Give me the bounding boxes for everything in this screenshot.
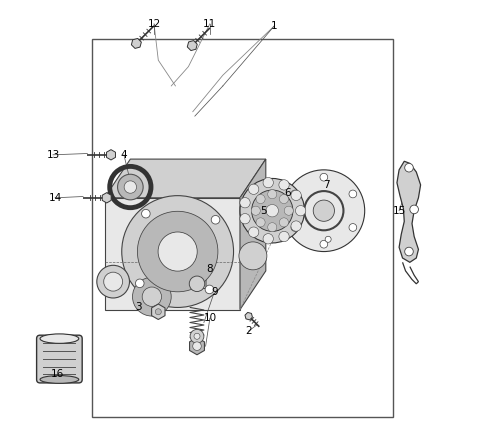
Circle shape [279,231,289,242]
Circle shape [251,206,260,215]
Polygon shape [245,313,252,320]
Text: 2: 2 [245,326,252,336]
Circle shape [296,206,306,216]
Circle shape [320,173,328,181]
Circle shape [320,240,328,248]
Circle shape [252,190,293,231]
Circle shape [189,276,205,292]
Circle shape [268,190,277,199]
Circle shape [410,205,419,214]
Circle shape [142,287,162,306]
Text: 1: 1 [271,21,278,31]
Text: 4: 4 [120,150,127,160]
Circle shape [122,196,234,307]
Text: 6: 6 [284,188,290,199]
Circle shape [283,170,365,252]
Text: 7: 7 [323,180,329,190]
Circle shape [137,211,218,292]
Text: 8: 8 [206,264,213,274]
Circle shape [349,224,357,231]
Polygon shape [105,198,240,310]
Circle shape [313,200,335,221]
Text: 3: 3 [136,302,142,313]
Circle shape [279,218,288,227]
Circle shape [291,190,299,198]
Circle shape [142,209,150,218]
Circle shape [124,181,136,193]
Text: 9: 9 [211,287,217,298]
Circle shape [284,206,293,215]
Circle shape [279,180,289,190]
Circle shape [291,190,301,200]
Circle shape [240,197,250,208]
Polygon shape [107,150,116,160]
Bar [92,39,393,417]
Text: 15: 15 [393,206,406,216]
Polygon shape [240,159,266,310]
Circle shape [249,227,259,237]
Circle shape [256,218,265,227]
Ellipse shape [40,334,79,343]
Text: 5: 5 [260,206,267,216]
Circle shape [349,190,357,198]
Circle shape [240,178,304,243]
Ellipse shape [40,376,79,384]
Circle shape [268,223,277,232]
Circle shape [263,178,274,188]
Circle shape [192,342,201,350]
Circle shape [279,194,288,203]
Circle shape [291,221,301,231]
Circle shape [263,233,274,244]
FancyBboxPatch shape [36,335,82,383]
Circle shape [190,329,204,343]
Circle shape [256,194,265,203]
FancyBboxPatch shape [188,274,206,289]
Text: 13: 13 [47,150,60,160]
Circle shape [249,184,259,194]
Text: 14: 14 [48,193,62,203]
Text: 16: 16 [50,369,64,379]
Circle shape [205,285,214,294]
Text: 10: 10 [204,313,216,323]
Polygon shape [190,338,204,355]
Circle shape [211,215,220,224]
Circle shape [325,237,331,242]
Circle shape [158,232,197,271]
Polygon shape [152,304,165,319]
Circle shape [240,214,250,224]
Ellipse shape [239,242,267,270]
Circle shape [135,279,144,288]
Polygon shape [102,193,111,203]
Polygon shape [187,40,197,51]
Text: 11: 11 [203,18,216,29]
Circle shape [405,163,413,172]
Circle shape [104,272,122,291]
Circle shape [291,224,299,231]
Circle shape [405,247,413,256]
Circle shape [132,277,171,316]
Circle shape [194,333,200,339]
Text: 12: 12 [147,18,161,29]
Polygon shape [105,159,266,198]
Circle shape [156,309,161,315]
Circle shape [118,174,143,200]
Polygon shape [397,161,420,262]
Polygon shape [132,38,141,49]
Circle shape [266,205,278,217]
Circle shape [97,265,130,298]
